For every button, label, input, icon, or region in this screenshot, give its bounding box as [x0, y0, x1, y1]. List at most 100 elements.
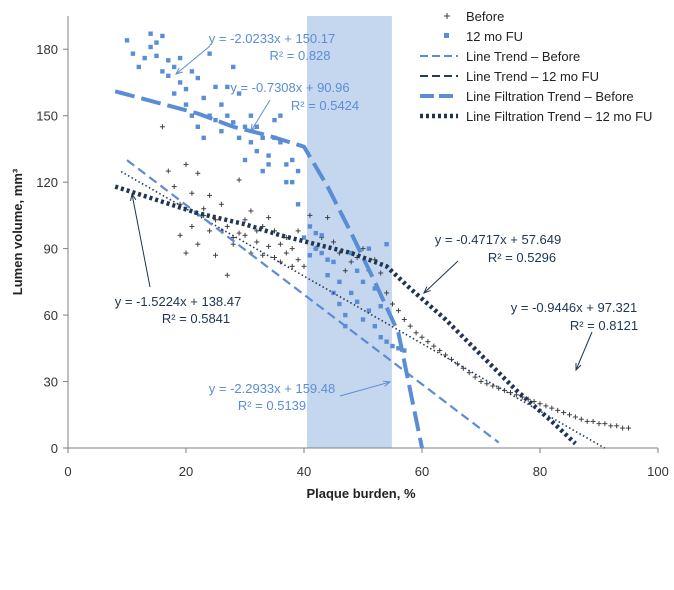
data-point-12mo [325, 273, 330, 278]
data-point-12mo [177, 55, 183, 61]
data-point-before [230, 241, 236, 247]
data-point-before [289, 246, 295, 252]
y-axis-title: Lumen volume, mm³ [10, 168, 25, 295]
data-point-before [195, 170, 201, 176]
data-point-12mo [278, 140, 283, 145]
data-point-before [561, 410, 567, 416]
data-point-12mo [195, 75, 200, 81]
data-point-12mo [354, 299, 360, 304]
data-point-12mo [319, 250, 324, 256]
data-point-before [159, 124, 165, 130]
annotation-arrowhead [423, 286, 431, 294]
data-point-12mo [343, 312, 348, 318]
data-point-12mo [160, 69, 165, 74]
data-point-12mo [225, 84, 230, 90]
x-tick-label: 40 [297, 464, 311, 479]
data-point-12mo [142, 55, 147, 61]
data-point-12mo [242, 124, 248, 129]
x-tick-label: 0 [64, 464, 71, 479]
data-point-before [437, 348, 443, 354]
y-tick-label: 0 [51, 441, 58, 456]
data-point-12mo [231, 64, 236, 70]
data-point-12mo [195, 124, 200, 129]
data-point-before [431, 343, 437, 349]
data-point-before [171, 184, 177, 190]
y-tick-label: 30 [44, 375, 58, 390]
data-point-12mo [219, 129, 224, 134]
data-point-before [218, 201, 224, 207]
data-point-before [443, 352, 449, 358]
trend-equation: y = -0.4717x + 57.649 [435, 232, 561, 247]
annotation-arrowhead [575, 362, 582, 372]
data-point-before [189, 223, 195, 229]
x-axis-title: Plaque burden, % [306, 486, 416, 501]
highlight-band-layer [306, 16, 392, 448]
data-point-12mo [248, 113, 254, 118]
data-point-before [213, 217, 218, 223]
legend-label: Before [466, 9, 504, 24]
data-point-12mo [349, 290, 354, 296]
data-point-before [301, 263, 307, 269]
trend-equation: y = -2.0233x + 150.17 [209, 31, 335, 46]
data-point-12mo [337, 279, 342, 285]
data-point-before [236, 177, 242, 183]
annotation-arrow [339, 381, 391, 397]
data-point-before [260, 223, 266, 229]
data-point-12mo [366, 308, 372, 313]
data-point-12mo [295, 168, 301, 174]
annotation-arrow [175, 45, 211, 75]
data-point-before [165, 168, 171, 174]
trend-r2: R² = 0.5841 [162, 311, 230, 326]
data-point-before [425, 339, 431, 345]
data-point-before [472, 374, 478, 380]
data-point-before [207, 192, 213, 198]
data-point-before [295, 228, 301, 234]
data-point-before [342, 268, 348, 274]
data-point-12mo [130, 51, 136, 56]
data-point-before [478, 379, 484, 385]
trend-equation: y = -0.9446x + 97.321 [511, 300, 637, 315]
data-point-before [177, 232, 183, 238]
data-point-12mo [189, 113, 195, 118]
data-point-12mo [219, 102, 224, 107]
data-point-before [543, 403, 549, 409]
data-point-before [407, 323, 413, 329]
data-point-12mo [372, 286, 377, 291]
data-point-12mo [390, 343, 395, 349]
data-point-before [254, 239, 260, 245]
data-point-12mo [360, 317, 366, 322]
data-point-before [242, 232, 248, 238]
points-layer [124, 31, 631, 431]
data-point-before [201, 206, 207, 212]
data-point-before [454, 361, 460, 367]
trendline [126, 159, 500, 444]
data-point-before [183, 161, 189, 167]
data-point-before [295, 257, 301, 263]
data-point-before [413, 330, 419, 336]
data-point-12mo [154, 53, 159, 59]
data-point-before [378, 270, 384, 276]
data-point-before [578, 416, 584, 422]
legend-label: Line Filtration Trend – 12 mo FU [466, 109, 652, 124]
data-point-12mo [313, 230, 318, 236]
data-point-before [213, 252, 218, 258]
data-point-before [348, 259, 354, 265]
annotation-arrow [423, 260, 459, 294]
highlight-band [306, 16, 392, 448]
data-point-before [277, 241, 283, 247]
data-point-12mo [248, 140, 254, 145]
data-point-before [277, 259, 283, 265]
data-point-12mo [402, 348, 407, 353]
legend-item: Line Filtration Trend – Before [420, 89, 634, 104]
data-point-before [484, 381, 490, 387]
data-point-before [608, 423, 614, 429]
data-point-before [401, 317, 407, 323]
data-point-12mo [384, 339, 389, 344]
data-point-12mo [331, 259, 336, 265]
data-point-12mo [254, 124, 259, 129]
data-point-12mo [254, 148, 259, 154]
trend-r2: R² = 0.5139 [238, 398, 306, 413]
data-point-12mo [266, 153, 271, 158]
data-point-before [596, 421, 602, 427]
